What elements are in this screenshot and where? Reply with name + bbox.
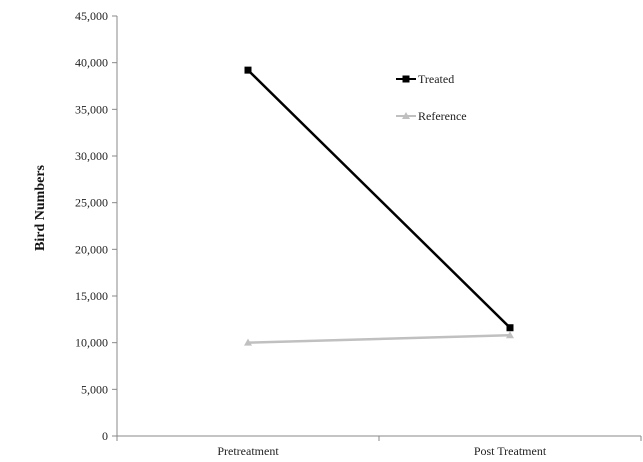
data-point-treated — [506, 324, 514, 332]
y-axis-title: Bird Numbers — [33, 164, 48, 251]
y-tick-label: 30,000 — [75, 149, 108, 163]
data-point-reference — [506, 331, 514, 339]
y-tick-label: 15,000 — [75, 289, 108, 303]
y-tick-label: 35,000 — [75, 102, 108, 116]
data-point-treated — [244, 66, 252, 74]
y-tick-label: 10,000 — [75, 336, 108, 350]
y-tick-label: 0 — [102, 429, 108, 443]
series-layer — [244, 66, 514, 346]
y-tick-label: 45,000 — [75, 9, 108, 23]
legend-marker — [402, 75, 410, 83]
axes — [116, 16, 641, 437]
series-line-reference — [247, 333, 511, 344]
y-tick-label: 40,000 — [75, 56, 108, 70]
y-tick-label: 5,000 — [81, 382, 108, 396]
x-tick-label: Pretreatment — [217, 444, 279, 458]
x-ticks: Pretreatment Post Treatment — [116, 436, 642, 458]
legend-label-reference: Reference — [418, 109, 467, 123]
y-tick-label: 20,000 — [75, 242, 108, 256]
x-tick-label: Post Treatment — [474, 444, 547, 458]
y-ticks: 0 5,000 10,000 15,000 20,000 25,000 30,000 35,0… — [75, 9, 117, 443]
y-tick-label: 25,000 — [75, 196, 108, 210]
legend-marker — [402, 112, 410, 119]
legend-label-treated: Treated — [418, 72, 454, 86]
series-line-treated — [247, 69, 511, 329]
data-point-reference — [244, 338, 252, 346]
legend: Treated Reference — [396, 72, 467, 123]
